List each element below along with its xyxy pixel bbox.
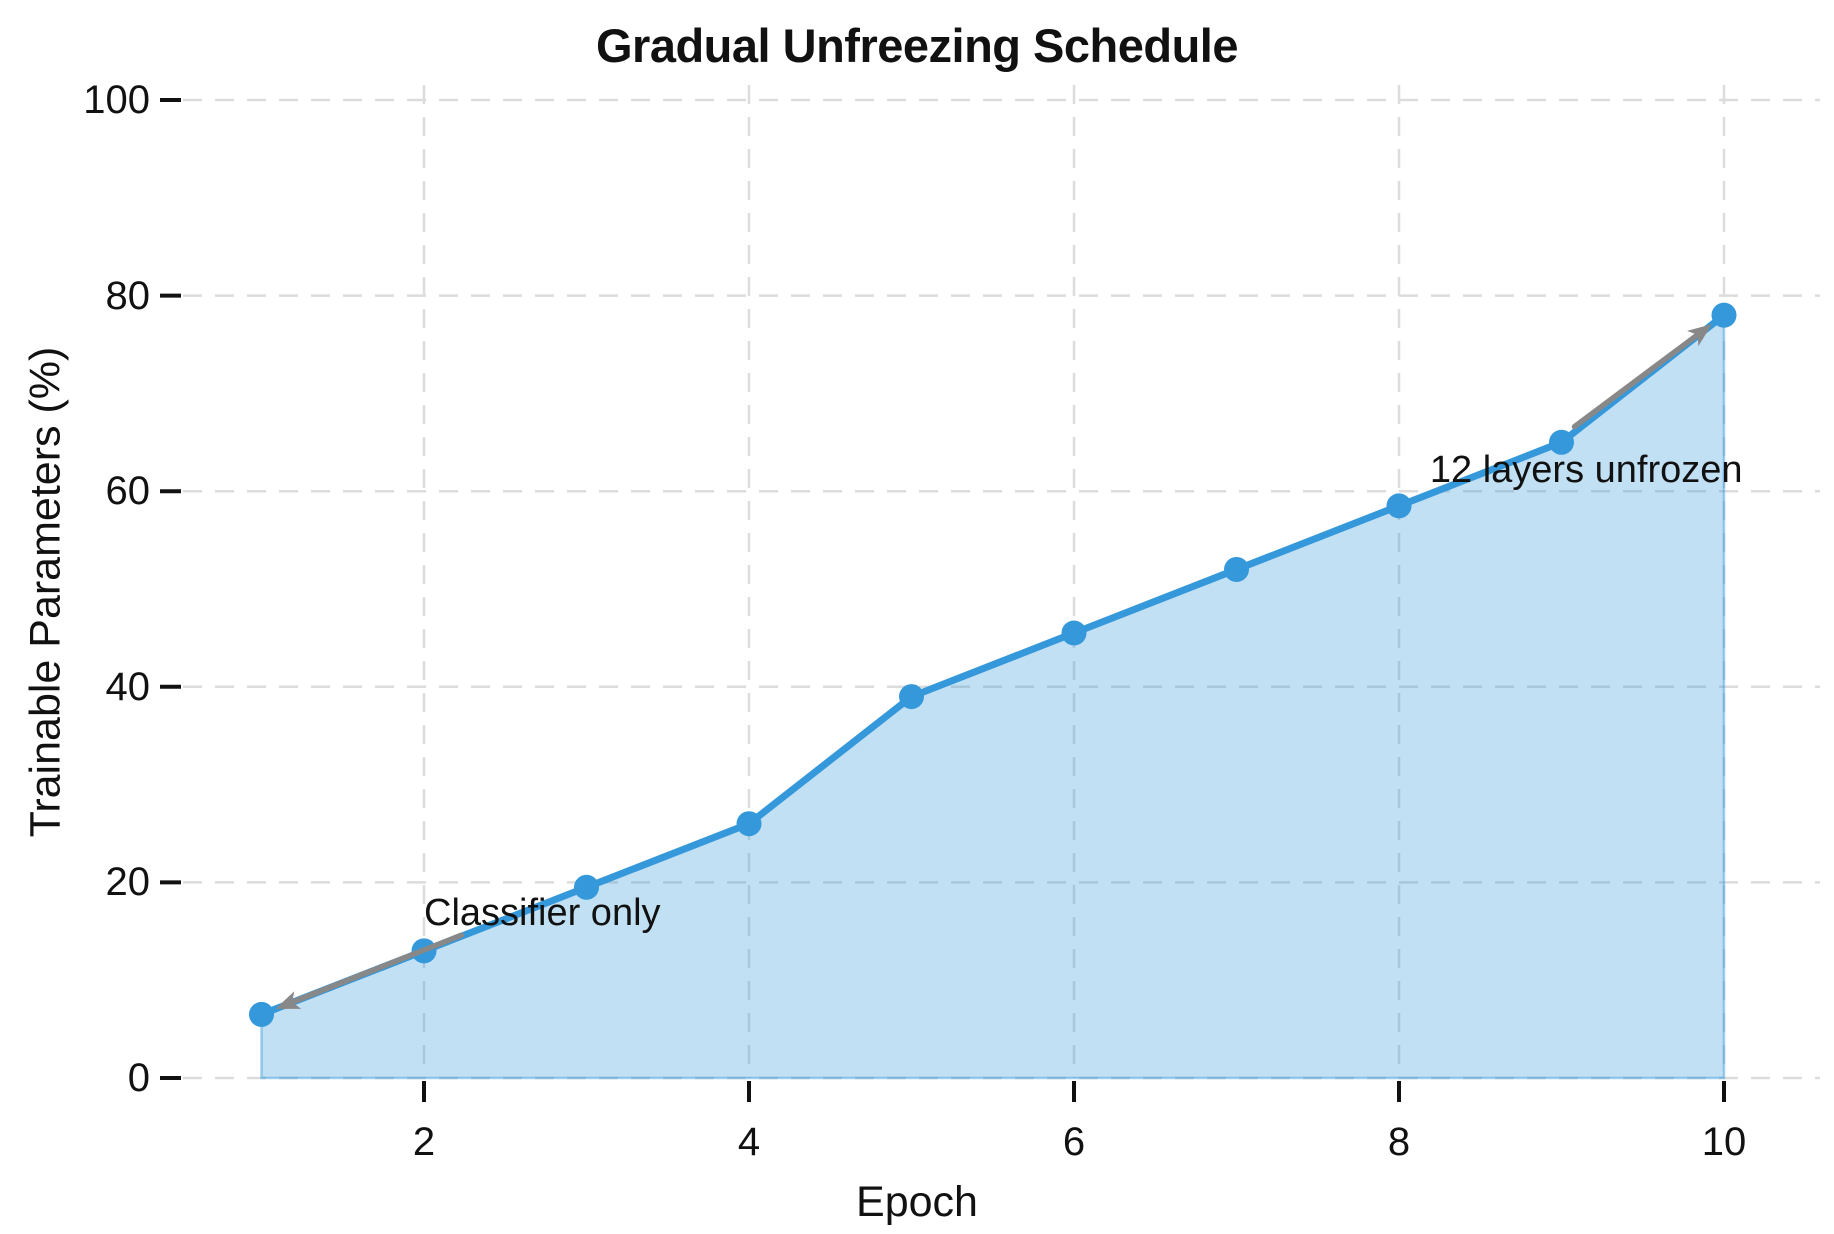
data-point bbox=[1061, 620, 1087, 646]
y-tick-label: 60 bbox=[105, 469, 151, 514]
data-point bbox=[1386, 493, 1412, 519]
y-tick-label: 40 bbox=[105, 664, 151, 709]
y-tick-label: 100 bbox=[83, 78, 150, 122]
x-tick-label: 2 bbox=[412, 1120, 436, 1164]
data-point bbox=[1549, 429, 1574, 455]
y-tick-label: 80 bbox=[105, 273, 151, 318]
arrowhead bbox=[275, 991, 302, 1009]
y-tick-label: 20 bbox=[105, 860, 151, 905]
data-point bbox=[574, 874, 599, 900]
data-point bbox=[1711, 302, 1737, 328]
data-point bbox=[736, 811, 762, 837]
annotation-arrow bbox=[1571, 326, 1709, 430]
annotation-label: Classifier only bbox=[424, 891, 661, 934]
series-line bbox=[258, 311, 1728, 1018]
x-axis-label: Epoch bbox=[856, 1178, 978, 1226]
data-point bbox=[249, 1001, 274, 1027]
data-point bbox=[899, 684, 924, 710]
y-tick-label: 0 bbox=[127, 1056, 150, 1100]
x-tick-label: 10 bbox=[1701, 1120, 1747, 1164]
arrowhead bbox=[1687, 324, 1712, 347]
annotation-arrow bbox=[280, 932, 465, 1009]
x-tick-label: 8 bbox=[1387, 1120, 1411, 1164]
x-tick-label: 6 bbox=[1062, 1120, 1086, 1164]
annotation-label: 12 layers unfrozen bbox=[1429, 449, 1743, 492]
data-point bbox=[1224, 556, 1249, 582]
y-axis-label: Trainable Parameters (%) bbox=[21, 346, 70, 838]
x-tick-label: 4 bbox=[737, 1120, 761, 1164]
chart-title: Gradual Unfreezing Schedule bbox=[595, 19, 1239, 72]
area-fill bbox=[260, 312, 1726, 1080]
